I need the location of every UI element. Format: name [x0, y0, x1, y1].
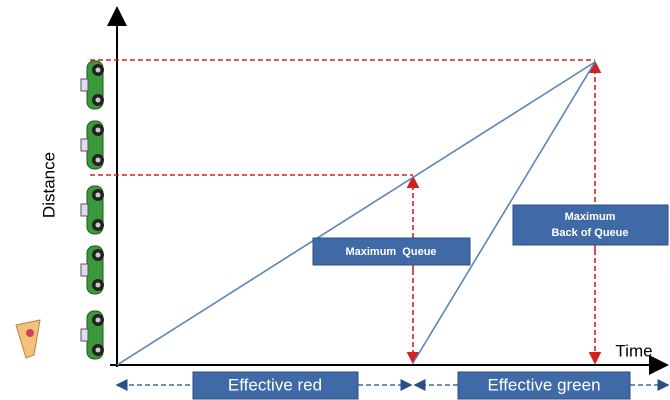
label-box [312, 237, 471, 266]
max-back-queue-label: Maximum [565, 211, 616, 223]
phase-box [457, 371, 631, 400]
signal-icon [15, 319, 41, 359]
y-axis-label: Distance [39, 152, 58, 218]
max-back-queue-label: Back of Queue [551, 227, 628, 239]
label-box [512, 204, 669, 246]
arrival-line [116, 61, 596, 366]
effective-red-label: Effective red [228, 375, 322, 394]
phase-box [192, 371, 359, 400]
cars [80, 60, 105, 360]
x-axis-label: Time [615, 341, 652, 360]
max-queue-label: Maximum Queue [345, 246, 436, 258]
effective-green-label: Effective green [487, 375, 600, 394]
discharge-line [412, 61, 596, 364]
